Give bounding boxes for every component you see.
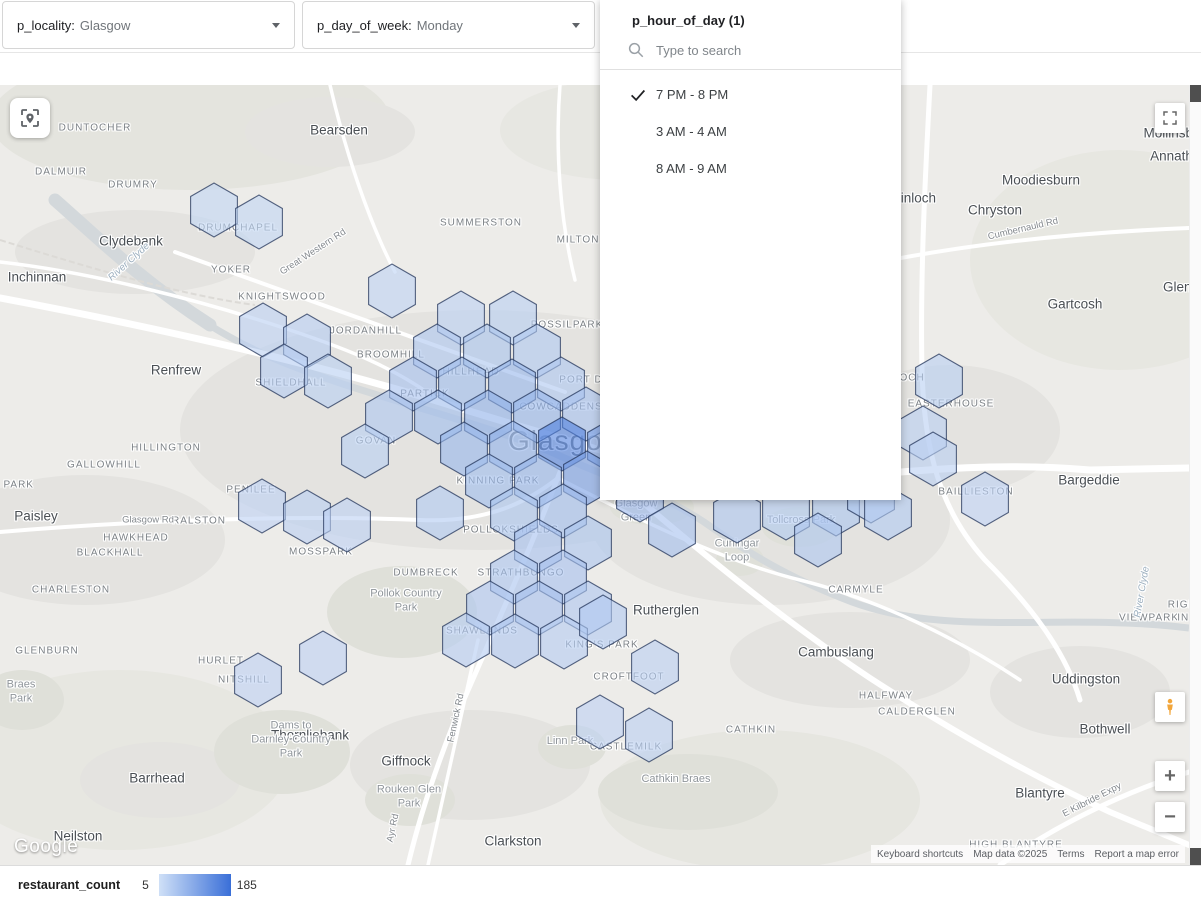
filter-day-of-week[interactable]: p_day_of_week: Monday <box>302 1 595 49</box>
map-legend: restaurant_count 5 185 <box>0 865 1201 903</box>
google-logo[interactable]: Google <box>14 836 79 857</box>
plus-icon: + <box>1164 765 1176 787</box>
hour-option[interactable]: 3 AM - 4 AM <box>600 113 901 150</box>
hour-option-label: 7 PM - 8 PM <box>656 87 729 102</box>
vertical-scrollbar[interactable] <box>1189 85 1201 865</box>
filter-day-value: Monday <box>416 17 463 33</box>
hour-option[interactable]: 8 AM - 9 AM <box>600 150 901 187</box>
map-base-tiles <box>0 85 1189 865</box>
street-view-pegman[interactable] <box>1155 692 1185 722</box>
check-spacer <box>629 160 647 178</box>
hour-options-list: 7 PM - 8 PM 3 AM - 4 AM 8 AM - 9 AM <box>600 70 901 187</box>
hour-option-label: 3 AM - 4 AM <box>656 124 727 139</box>
zoom-out-button[interactable]: − <box>1155 802 1185 832</box>
keyboard-shortcuts-link[interactable]: Keyboard shortcuts <box>877 848 964 860</box>
filter-locality-value: Glasgow <box>79 17 131 33</box>
search-icon <box>628 42 644 58</box>
hour-of-day-filter-panel: p_hour_of_day (1) 7 PM - 8 PM 3 AM - 4 AM… <box>600 0 901 500</box>
hour-option[interactable]: 7 PM - 8 PM <box>600 76 901 113</box>
zoom-in-button[interactable]: + <box>1155 761 1185 791</box>
search-row <box>600 37 901 70</box>
hour-option-label: 8 AM - 9 AM <box>656 161 727 176</box>
legend-title: restaurant_count <box>18 877 121 892</box>
map-canvas[interactable]: Glasgow Bearsden Clydebank Inchinnan Renfrew… <box>0 0 1189 865</box>
pan-location-control[interactable] <box>10 98 50 138</box>
pegman-icon <box>1167 698 1173 715</box>
fullscreen-icon <box>1163 111 1177 125</box>
map-data-copyright: Map data ©2025 <box>973 848 1048 860</box>
panel-title: p_hour_of_day (1) <box>632 13 745 28</box>
scrollbar-thumb[interactable] <box>1190 85 1201 102</box>
terms-link[interactable]: Terms <box>1057 848 1085 860</box>
check-icon <box>631 89 646 101</box>
check-spacer <box>629 123 647 141</box>
search-input[interactable] <box>654 41 885 59</box>
minus-icon: − <box>1164 806 1176 828</box>
chevron-down-icon <box>272 22 280 28</box>
map-attribution: Keyboard shortcuts Map data ©2025 Terms … <box>871 845 1185 863</box>
scrollbar-end-button[interactable] <box>1190 848 1201 865</box>
pan-pin-icon <box>21 109 39 127</box>
filter-locality[interactable]: p_locality: Glasgow <box>2 1 295 49</box>
fullscreen-button[interactable] <box>1155 103 1185 133</box>
legend-min-value: 5 <box>142 877 149 892</box>
filter-locality-label: p_locality: <box>17 17 75 33</box>
filter-day-label: p_day_of_week: <box>317 17 412 33</box>
report-error-link[interactable]: Report a map error <box>1094 848 1179 860</box>
filter-bar: p_locality: Glasgow p_day_of_week: Monda… <box>0 0 1201 53</box>
chevron-down-icon <box>572 22 580 28</box>
legend-max-value: 185 <box>236 877 257 892</box>
legend-gradient-bar <box>158 873 231 896</box>
